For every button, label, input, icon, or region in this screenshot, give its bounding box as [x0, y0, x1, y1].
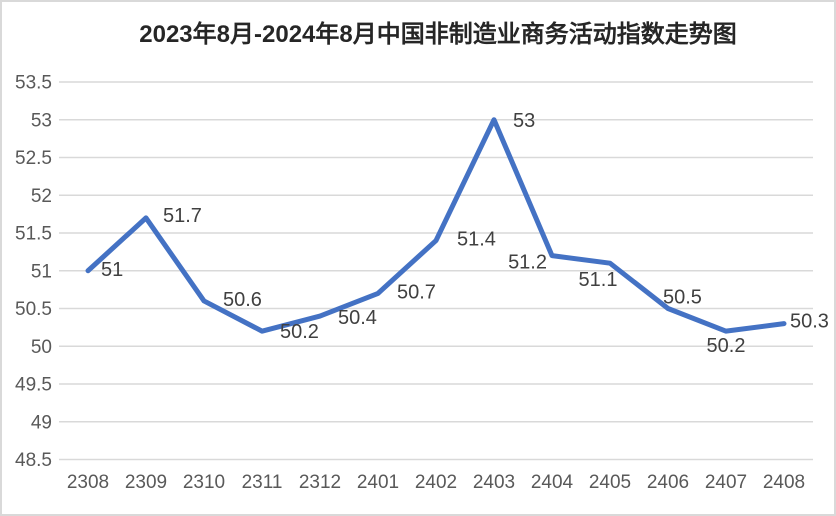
y-axis-tick-label: 52.5 [15, 148, 52, 169]
x-axis-tick-label: 2408 [763, 472, 805, 493]
y-axis-tick-label: 49.5 [15, 375, 52, 396]
data-label: 50.6 [223, 289, 262, 311]
y-axis-tick-label: 48.5 [15, 450, 52, 471]
data-label: 50.2 [707, 335, 746, 357]
y-axis-tick-label: 51.5 [15, 224, 52, 245]
data-label: 50.7 [397, 281, 436, 303]
x-axis-tick-label: 2309 [125, 472, 167, 493]
x-axis-tick-label: 2312 [299, 472, 341, 493]
data-label: 53 [513, 110, 535, 132]
x-axis-tick-label: 2401 [357, 472, 399, 493]
y-axis-tick-label: 53.5 [15, 73, 52, 94]
data-label: 51 [101, 259, 123, 281]
chart-title: 2023年8月-2024年8月中国非制造业商务活动指数走势图 [139, 21, 737, 48]
x-axis-tick-label: 2310 [183, 472, 225, 493]
data-label: 51.4 [457, 229, 496, 251]
data-label: 51.7 [163, 205, 202, 227]
x-axis-tick-label: 2404 [531, 472, 574, 493]
series-line [85, 117, 787, 334]
y-axis-tick-label: 53 [31, 110, 52, 131]
y-axis-tick-label: 50 [31, 337, 52, 358]
data-label: 50.3 [790, 311, 829, 333]
x-axis-tick-label: 2402 [415, 472, 457, 493]
y-axis-tick-label: 49 [31, 412, 52, 433]
data-label: 50.4 [338, 307, 377, 329]
x-axis-tick-label: 2308 [67, 472, 109, 493]
data-label: 51.2 [508, 252, 547, 274]
y-axis-tick-label: 51 [31, 261, 52, 282]
data-label: 51.1 [579, 269, 618, 291]
data-label: 50.2 [280, 321, 319, 343]
x-axis-tick-label: 2311 [242, 472, 283, 493]
x-axis-tick-label: 2403 [473, 472, 515, 493]
y-axis-tick-label: 50.5 [15, 299, 52, 320]
x-axis-tick-label: 2405 [589, 472, 631, 493]
data-label: 50.5 [663, 287, 702, 309]
x-axis-tick-label: 2407 [705, 472, 747, 493]
y-axis-tick-label: 52 [31, 186, 52, 207]
x-axis-tick-label: 2406 [647, 472, 689, 493]
